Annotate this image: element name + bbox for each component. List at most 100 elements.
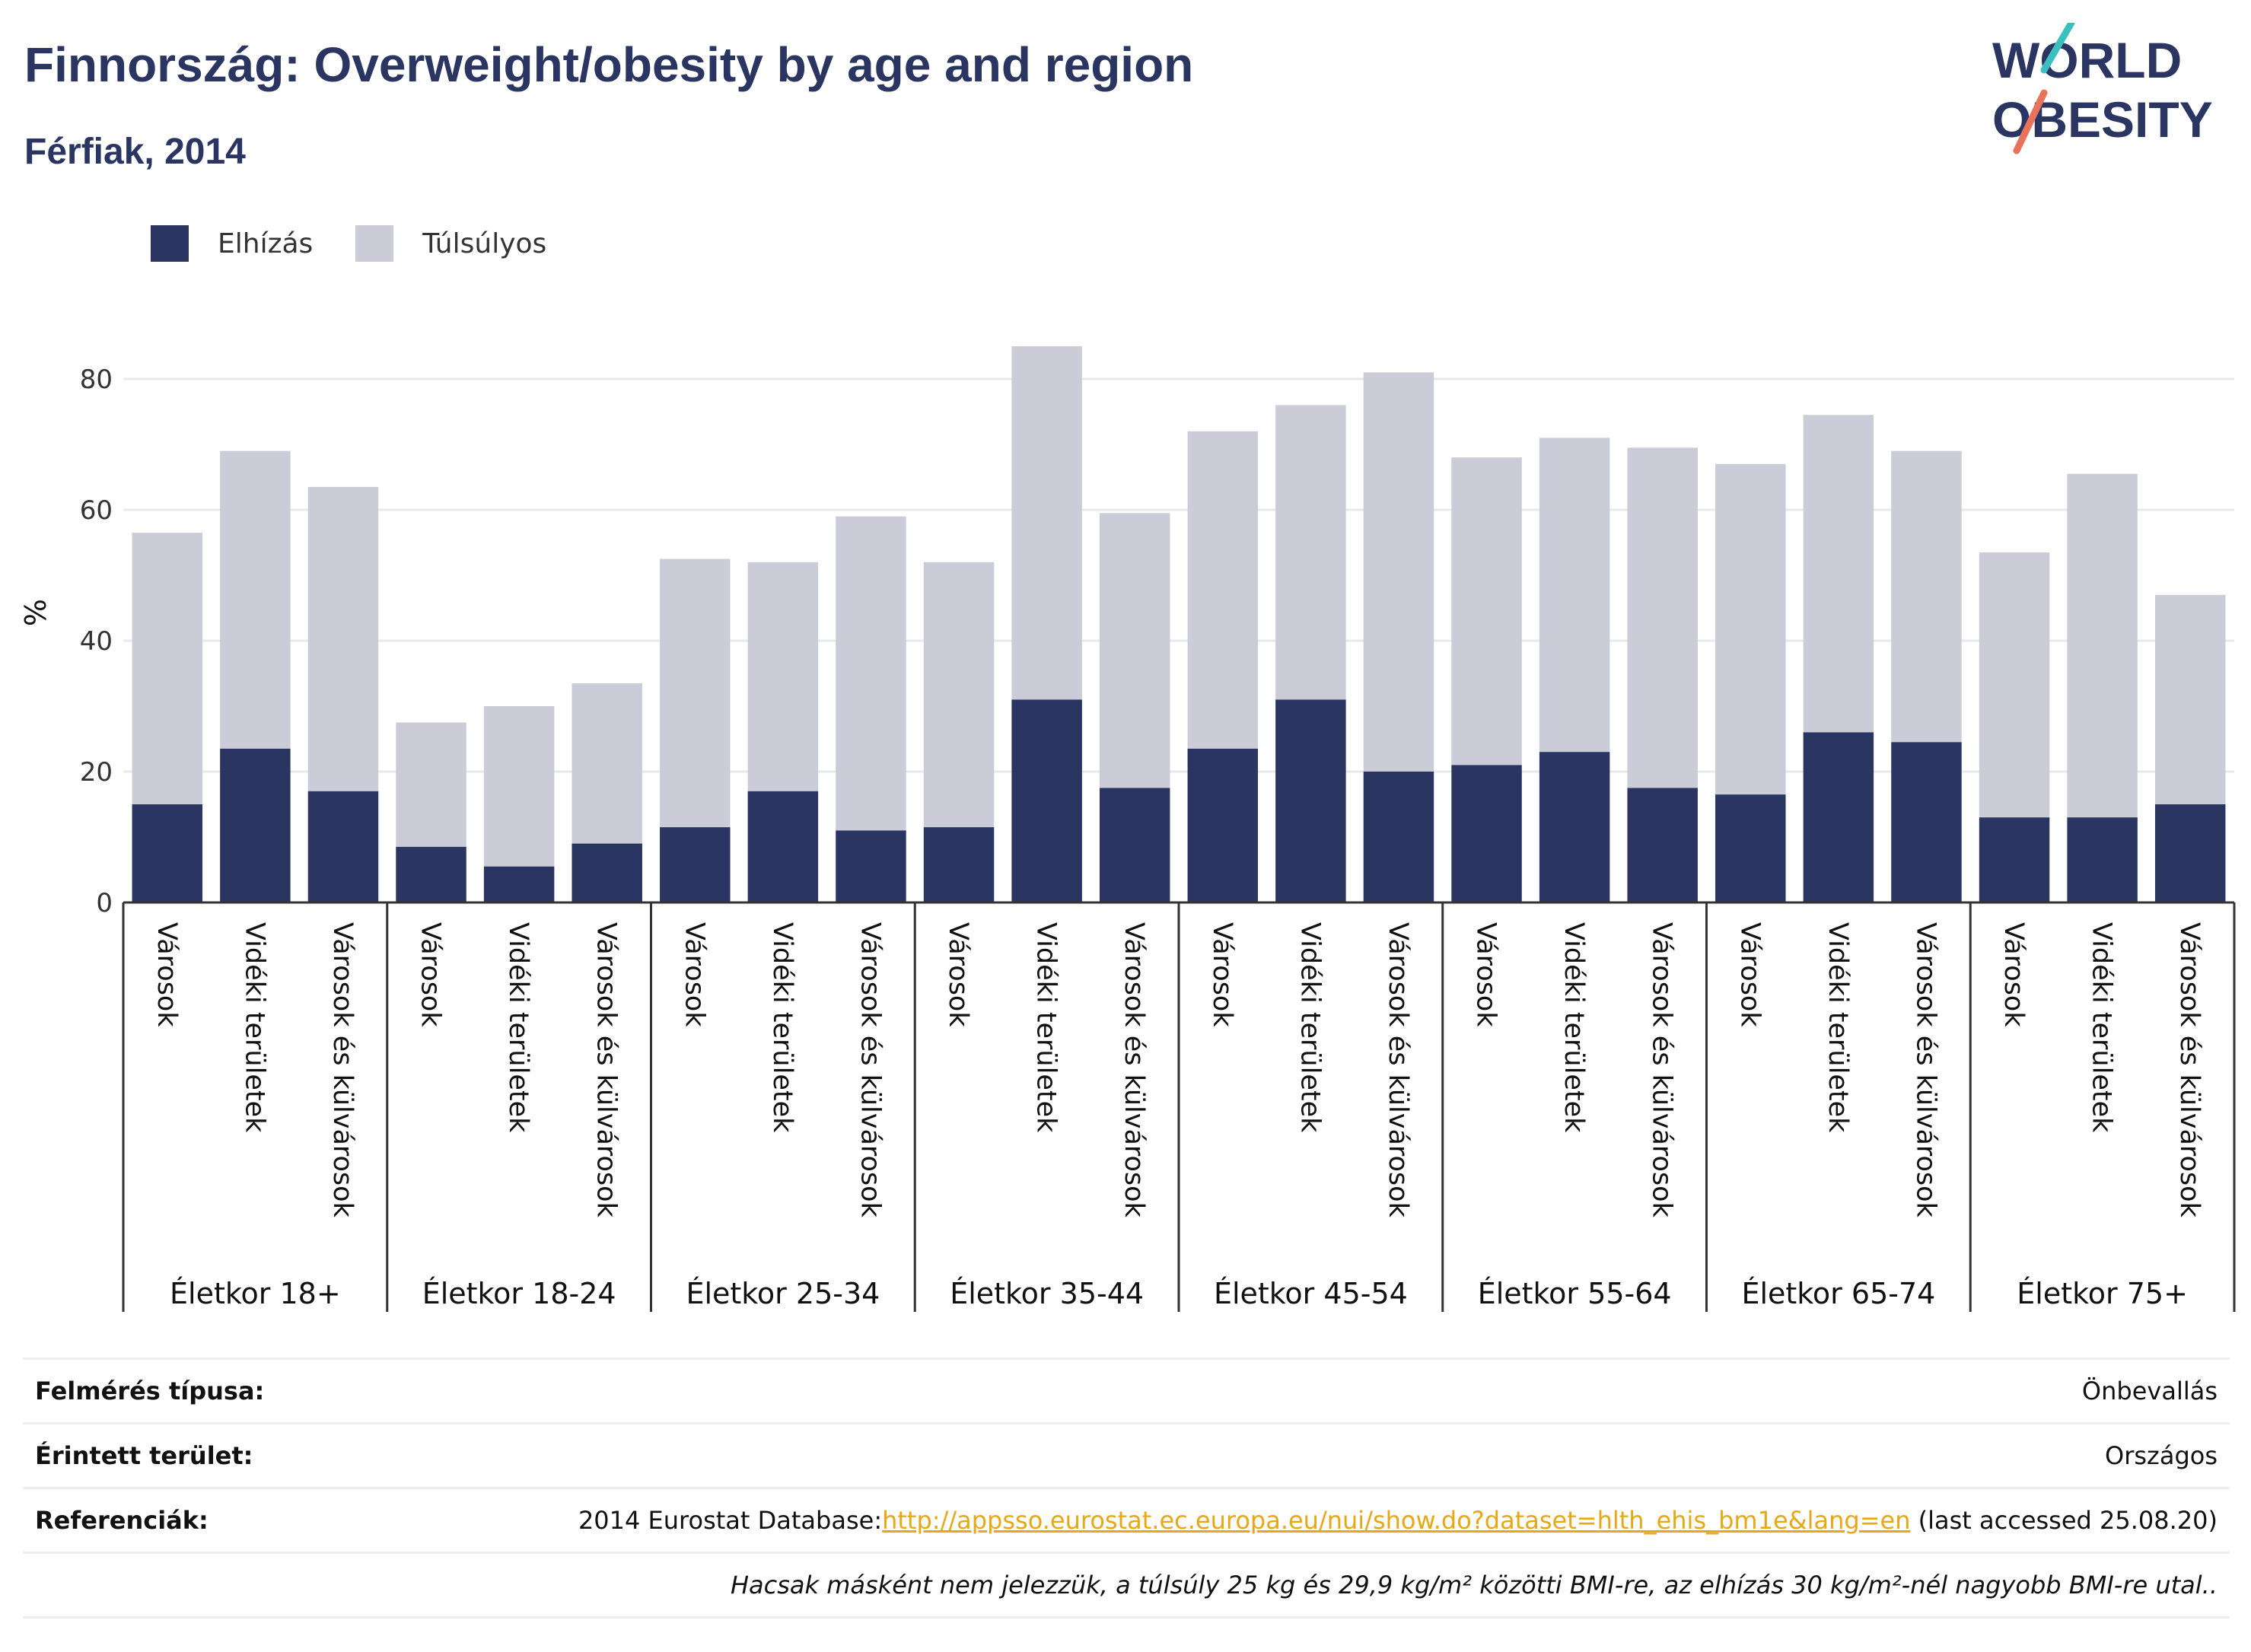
x-tick-label: Városok bbox=[415, 922, 446, 1027]
x-group-label: Életkor 55-64 bbox=[1478, 1277, 1672, 1310]
legend-swatch-overweight bbox=[355, 225, 394, 262]
info-row-note: Hacsak másként nem jelezzük, a túlsúly 2… bbox=[23, 1552, 2230, 1619]
bar-overweight bbox=[1099, 513, 1170, 788]
bar-overweight bbox=[1539, 438, 1610, 753]
info-row-survey: Felmérés típusa: Önbevallás bbox=[23, 1358, 2230, 1422]
bar-overweight bbox=[307, 486, 379, 791]
x-tick-label: Városok bbox=[943, 922, 973, 1027]
logo-slash-coral bbox=[2013, 89, 2048, 154]
x-tick-label: Vidéki területek bbox=[503, 922, 533, 1133]
x-tick-label: Városok és külvárosok bbox=[1383, 922, 1413, 1218]
bar-obesity bbox=[1715, 794, 1786, 902]
bar-overweight bbox=[572, 683, 642, 844]
bar-overweight bbox=[1451, 457, 1522, 766]
bar-obesity bbox=[1187, 748, 1259, 902]
bar-overweight bbox=[1803, 415, 1874, 733]
bar-obesity bbox=[1011, 699, 1082, 902]
x-tick-label: Városok és külvárosok bbox=[591, 922, 622, 1218]
y-tick-label: 80 bbox=[80, 364, 113, 395]
bar-overweight bbox=[923, 562, 995, 828]
x-group-label: Életkor 75+ bbox=[2017, 1277, 2188, 1310]
x-group-label: Életkor 18-24 bbox=[422, 1277, 616, 1310]
x-tick-label: Vidéki területek bbox=[239, 922, 269, 1133]
y-tick-label: 60 bbox=[80, 495, 113, 526]
legend-label-overweight: Túlsúlyos bbox=[422, 228, 547, 259]
bar-obesity bbox=[572, 843, 642, 902]
bar-obesity bbox=[1451, 765, 1522, 902]
x-tick-label: Városok bbox=[1998, 922, 2029, 1027]
bar-obesity bbox=[1803, 732, 1874, 902]
reference-link[interactable]: http://appsso.eurostat.ec.europa.eu/nui/… bbox=[882, 1506, 1911, 1535]
bar-overweight bbox=[1715, 463, 1786, 795]
bar-overweight bbox=[1011, 346, 1082, 700]
x-group-label: Életkor 18+ bbox=[170, 1277, 341, 1310]
bar-obesity bbox=[1363, 772, 1434, 902]
references-value: 2014 Eurostat Database:http://appsso.eur… bbox=[578, 1506, 2230, 1535]
world-obesity-logo: WORLD OBESITY bbox=[1992, 23, 2213, 154]
x-group-label: Életkor 35-44 bbox=[950, 1277, 1144, 1310]
bar-overweight bbox=[1891, 450, 1962, 743]
x-tick-label: Városok és külvárosok bbox=[855, 922, 885, 1218]
bar-obesity bbox=[483, 866, 555, 902]
x-tick-label: Városok és külvárosok bbox=[327, 922, 358, 1218]
bar-overweight bbox=[483, 706, 555, 867]
bar-obesity bbox=[220, 748, 291, 902]
survey-type-label: Felmérés típusa: bbox=[35, 1377, 265, 1405]
y-axis-label: % bbox=[19, 599, 53, 626]
bar-obesity bbox=[132, 804, 203, 902]
bar-obesity bbox=[1979, 817, 2050, 902]
legend-label-obesity: Elhízás bbox=[218, 228, 314, 259]
bar-obesity bbox=[307, 791, 379, 902]
x-tick-label: Városok és külvárosok bbox=[1119, 922, 1149, 1218]
bar-obesity bbox=[2154, 804, 2226, 902]
x-tick-label: Városok bbox=[1471, 922, 1501, 1027]
x-group-label: Életkor 65-74 bbox=[1741, 1277, 1935, 1310]
x-tick-label: Városok bbox=[1207, 922, 1237, 1027]
bar-obesity bbox=[1539, 752, 1610, 902]
x-tick-label: Vidéki területek bbox=[1294, 922, 1325, 1133]
bar-overweight bbox=[660, 559, 731, 828]
info-row-area: Érintett terület: Országos bbox=[23, 1422, 2230, 1487]
bar-overweight bbox=[396, 722, 466, 847]
bar-obesity bbox=[747, 791, 819, 902]
area-label: Érintett terület: bbox=[35, 1441, 253, 1470]
y-tick-label: 0 bbox=[96, 888, 113, 918]
legend-item-obesity[interactable]: Elhízás bbox=[151, 225, 313, 262]
x-tick-label: Városok és külvárosok bbox=[2174, 922, 2205, 1218]
info-table: Felmérés típusa: Önbevallás Érintett ter… bbox=[23, 1358, 2230, 1619]
bar-obesity bbox=[1627, 788, 1698, 902]
x-tick-label: Városok és külvárosok bbox=[1647, 922, 1677, 1218]
x-tick-label: Vidéki területek bbox=[1559, 922, 1589, 1133]
bar-overweight bbox=[2067, 473, 2138, 818]
x-tick-label: Városok bbox=[679, 922, 709, 1027]
logo-line1: WORLD bbox=[1992, 32, 2182, 88]
legend-item-overweight[interactable]: Túlsúlyos bbox=[355, 225, 546, 262]
survey-type-value: Önbevallás bbox=[2081, 1377, 2218, 1405]
bar-obesity bbox=[2067, 817, 2138, 902]
stacked-bar-chart: 0 20 40 60 80% Városok Vidéki területek Városok… bbox=[19, 346, 2236, 1312]
bar-obesity bbox=[836, 830, 906, 902]
bar-overweight bbox=[132, 533, 203, 804]
bar-obesity bbox=[660, 827, 731, 902]
x-tick-label: Városok és külvárosok bbox=[1910, 922, 1941, 1218]
bar-overweight bbox=[2154, 594, 2226, 804]
x-group-label: Életkor 45-54 bbox=[1214, 1277, 1408, 1310]
bar-obesity bbox=[1275, 699, 1346, 902]
x-tick-label: Vidéki területek bbox=[2087, 922, 2117, 1133]
bar-overweight bbox=[747, 562, 819, 791]
logo-slash-teal bbox=[2040, 23, 2075, 74]
info-row-references: Referenciák: 2014 Eurostat Database:http… bbox=[23, 1487, 2230, 1552]
bar-obesity bbox=[1891, 742, 1962, 902]
x-group-label: Életkor 25-34 bbox=[686, 1277, 880, 1310]
y-tick-label: 20 bbox=[80, 757, 113, 788]
bar-obesity bbox=[396, 846, 466, 902]
chart-legend: Elhízás Túlsúlyos bbox=[151, 225, 589, 262]
bar-obesity bbox=[923, 827, 995, 902]
x-tick-label: Vidéki területek bbox=[1823, 922, 1853, 1133]
x-tick-label: Városok bbox=[151, 922, 182, 1027]
bar-overweight bbox=[1275, 405, 1346, 700]
x-tick-label: Vidéki területek bbox=[767, 922, 798, 1133]
legend-swatch-obesity bbox=[151, 225, 189, 262]
reference-prefix: 2014 Eurostat Database: bbox=[578, 1506, 883, 1535]
references-label: Referenciák: bbox=[35, 1506, 209, 1535]
